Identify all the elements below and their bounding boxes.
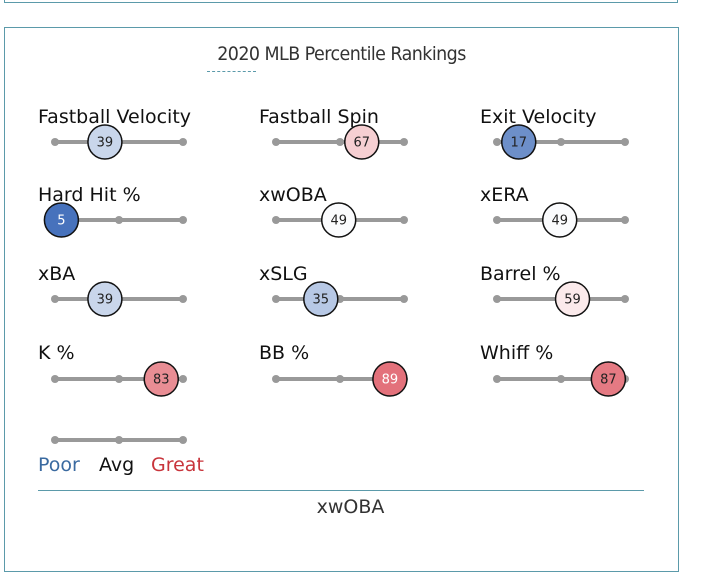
percentile-bubble[interactable] <box>590 361 627 397</box>
percentile-value: 67 <box>353 136 370 151</box>
percentile-bubble[interactable] <box>303 281 339 317</box>
percentile-bubble[interactable] <box>87 281 123 317</box>
track-tick <box>115 375 123 383</box>
track-tick <box>400 216 408 224</box>
legend: Poor Avg Great <box>38 436 204 476</box>
percentile-value: 59 <box>564 293 581 308</box>
percentile-bubble[interactable] <box>344 124 380 160</box>
track-tick <box>272 295 280 303</box>
track-tick <box>621 138 629 146</box>
track-tick <box>179 436 187 444</box>
title-tooltip-underline[interactable] <box>207 71 256 72</box>
track-tick <box>51 436 59 444</box>
legend-track <box>51 436 187 444</box>
metric-label: xSLG <box>259 263 308 285</box>
percentile-chart: Fastball Velocity 39 Fastball Spin 67 Exit V… <box>38 106 629 476</box>
metric-label: Exit Velocity <box>480 106 597 128</box>
track-tick <box>557 375 565 383</box>
metric-bb[interactable]: BB % 89 <box>259 342 408 397</box>
metric-label: Fastball Spin <box>259 106 379 128</box>
selected-metric-label: xwOBA <box>316 496 385 518</box>
track-tick <box>336 138 344 146</box>
percentile-bubble[interactable] <box>501 124 537 160</box>
track-tick <box>400 295 408 303</box>
legend-great-label: Great <box>151 454 204 476</box>
metric-fastball-spin[interactable]: Fastball Spin 67 <box>259 106 408 160</box>
percentile-value: 89 <box>382 373 399 388</box>
percentile-bubble[interactable] <box>554 281 591 317</box>
track-tick <box>179 295 187 303</box>
metric-label: Fastball Velocity <box>38 106 191 128</box>
percentile-bubble[interactable] <box>372 361 408 397</box>
track-tick <box>621 216 629 224</box>
percentile-value: 35 <box>313 293 330 308</box>
track-tick <box>51 375 59 383</box>
metric-label: BB % <box>259 342 309 364</box>
metric-xba[interactable]: xBA 39 <box>38 263 187 317</box>
track-tick <box>493 216 501 224</box>
legend-poor-label: Poor <box>38 454 80 476</box>
percentile-bubble[interactable] <box>43 202 80 238</box>
track-tick <box>179 138 187 146</box>
track-tick <box>400 138 408 146</box>
track-tick <box>115 436 123 444</box>
metric-k[interactable]: K % 83 <box>38 342 187 397</box>
track-tick <box>115 216 123 224</box>
track-tick <box>272 375 280 383</box>
metric-fastball-velocity[interactable]: Fastball Velocity 39 <box>38 106 191 160</box>
track-tick <box>621 295 629 303</box>
percentile-bubble[interactable] <box>87 124 123 160</box>
metric-label: xwOBA <box>259 184 327 206</box>
metric-label: Hard Hit % <box>38 184 141 206</box>
percentile-value: 17 <box>510 136 527 151</box>
track-tick <box>493 295 501 303</box>
percentile-value: 39 <box>97 293 114 308</box>
track-tick <box>336 375 344 383</box>
previous-card <box>4 0 678 3</box>
percentile-value: 87 <box>600 373 617 388</box>
track-tick <box>557 138 565 146</box>
legend-avg-label: Avg <box>99 454 134 476</box>
percentile-value: 49 <box>330 214 347 229</box>
chart-title: 2020 MLB Percentile Rankings <box>217 43 466 65</box>
metric-exit-velocity[interactable]: Exit Velocity 17 <box>480 106 629 160</box>
metric-label: Barrel % <box>480 263 561 285</box>
percentile-value: 39 <box>97 136 114 151</box>
track-tick <box>179 375 187 383</box>
percentile-track <box>272 295 408 303</box>
percentile-value: 83 <box>153 373 170 388</box>
percentile-bubble[interactable] <box>143 361 179 397</box>
metric-label: xBA <box>38 263 75 285</box>
metric-xera[interactable]: xERA 49 <box>480 184 629 238</box>
percentile-bubble[interactable] <box>541 202 578 238</box>
metric-label: K % <box>38 342 75 364</box>
metric-label: Whiff % <box>480 342 553 364</box>
track-tick <box>272 216 280 224</box>
track-tick <box>179 216 187 224</box>
percentile-value: 5 <box>57 214 65 229</box>
metric-label: xERA <box>480 184 529 206</box>
metric-xslg[interactable]: xSLG 35 <box>259 263 408 317</box>
track-tick <box>493 375 501 383</box>
track-tick <box>51 138 59 146</box>
footer-divider <box>38 490 644 491</box>
metric-barrel[interactable]: Barrel %59 <box>480 263 629 317</box>
metric-hard-hit[interactable]: Hard Hit % 5 <box>38 184 187 238</box>
metric-whiff[interactable]: Whiff % 87 <box>480 342 629 397</box>
track-tick <box>493 138 501 146</box>
percentile-bubble[interactable] <box>320 202 357 238</box>
track-tick <box>272 138 280 146</box>
track-tick <box>51 295 59 303</box>
percentile-track <box>272 138 408 146</box>
percentile-value: 49 <box>551 214 568 229</box>
